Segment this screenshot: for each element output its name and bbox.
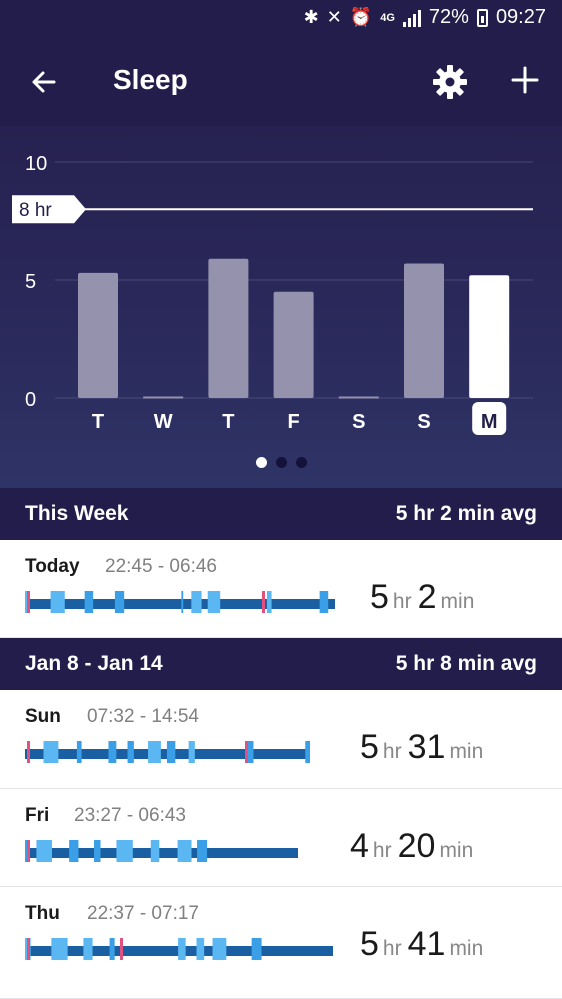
hours-unit: hr [382,937,402,960]
sleep-stages-bar [25,938,333,960]
page-dot[interactable] [255,457,267,468]
x-tick-label: W [154,411,173,433]
sleep-log-item[interactable]: Thu 22:37 - 07:17 5 hr 41 min [0,887,562,999]
log-day: Fri [25,805,50,826]
minutes-unit: min [439,839,474,862]
log-time-range: 23:27 - 06:43 [74,805,186,826]
hours-unit: hr [382,740,402,763]
sleep-log-item[interactable]: Fri 23:27 - 06:43 4 hr 20 min [0,789,562,887]
y-tick-label: 5 [25,271,36,293]
x-tick-label: S [352,411,365,433]
page-indicator [0,457,562,468]
x-tick-label: T [92,411,104,433]
duration-hours: 5 [370,578,389,616]
chart-bar [404,263,444,398]
sleep-stages-bar [25,591,335,613]
log-duration: 5 hr 41 min [360,925,489,964]
log-day: Sun [25,706,61,727]
log-duration: 5 hr 31 min [360,728,489,767]
section-header-this-week: This Week 5 hr 2 min avg [0,488,562,540]
selected-day-highlight [472,402,507,435]
sleep-log-item[interactable]: Today 22:45 - 06:46 5 hr 2 min [0,540,562,638]
minutes-unit: min [440,590,475,613]
page-title: Sleep [113,64,188,95]
network-label: 4G [380,11,395,24]
section-title: Jan 8 - Jan 14 [25,652,163,675]
x-tick-label: M [481,411,498,433]
chart-bar [469,275,510,398]
duration-minutes: 20 [397,827,436,865]
battery-icon [476,8,488,27]
sleep-log-item[interactable]: Sun 07:32 - 14:54 5 hr 31 min [0,690,562,789]
section-average: 5 hr 2 min avg [395,502,537,525]
alarm-icon: ⏰ [349,7,373,27]
plus-icon[interactable] [505,60,545,100]
bluetooth-icon: ✱ [303,7,319,27]
log-day: Thu [25,903,60,924]
x-tick-label: T [222,411,234,433]
y-tick-label: 10 [25,153,47,175]
signal-icon [402,9,421,27]
x-tick-label: F [287,411,299,433]
duration-hours: 5 [360,925,379,963]
duration-minutes: 41 [407,925,446,963]
section-average: 5 hr 8 min avg [395,652,537,675]
duration-minutes: 2 [417,578,437,616]
back-arrow-icon[interactable] [24,62,64,102]
duration-minutes: 31 [407,728,446,766]
sleep-stages-bar [25,840,298,862]
gear-icon[interactable] [428,60,472,104]
minutes-unit: min [449,937,484,960]
duration-hours: 4 [350,827,369,865]
log-time-range: 22:37 - 07:17 [87,903,199,924]
hours-unit: hr [372,839,392,862]
mute-icon: ✕ [326,7,342,27]
duration-hours: 5 [360,728,379,766]
y-tick-label: 0 [25,389,36,411]
chart-bar [78,272,118,398]
app-bar: Sleep [0,40,562,126]
sleep-stages-bar [25,741,310,763]
minutes-unit: min [449,740,484,763]
page-dot[interactable] [275,457,287,468]
chart-bar [208,258,249,398]
page-dot[interactable] [295,457,307,468]
hours-unit: hr [392,590,412,613]
log-time-range: 22:45 - 06:46 [105,556,217,577]
battery-percent: 72% [428,6,469,28]
section-title: This Week [25,502,129,525]
log-time-range: 07:32 - 14:54 [87,706,199,727]
sleep-chart[interactable]: 10 5 0 T W T F S S M 8 hr [0,126,562,488]
x-tick-label: S [417,411,430,433]
section-header-jan-8-jan-14: Jan 8 - Jan 14 5 hr 8 min avg [0,638,562,690]
log-duration: 5 hr 2 min [370,578,480,617]
status-bar: ✱ ✕ ⏰ 4G 72% 09:27 [0,0,562,40]
clock: 09:27 [495,6,546,28]
sleep-chart-svg: 10 5 0 T W T F S S M 8 hr [12,153,533,435]
goal-label: 8 hr [19,200,52,221]
log-day: Today [25,556,80,577]
goal-badge [12,195,86,224]
log-duration: 4 hr 20 min [350,827,479,866]
chart-bar [273,291,314,398]
